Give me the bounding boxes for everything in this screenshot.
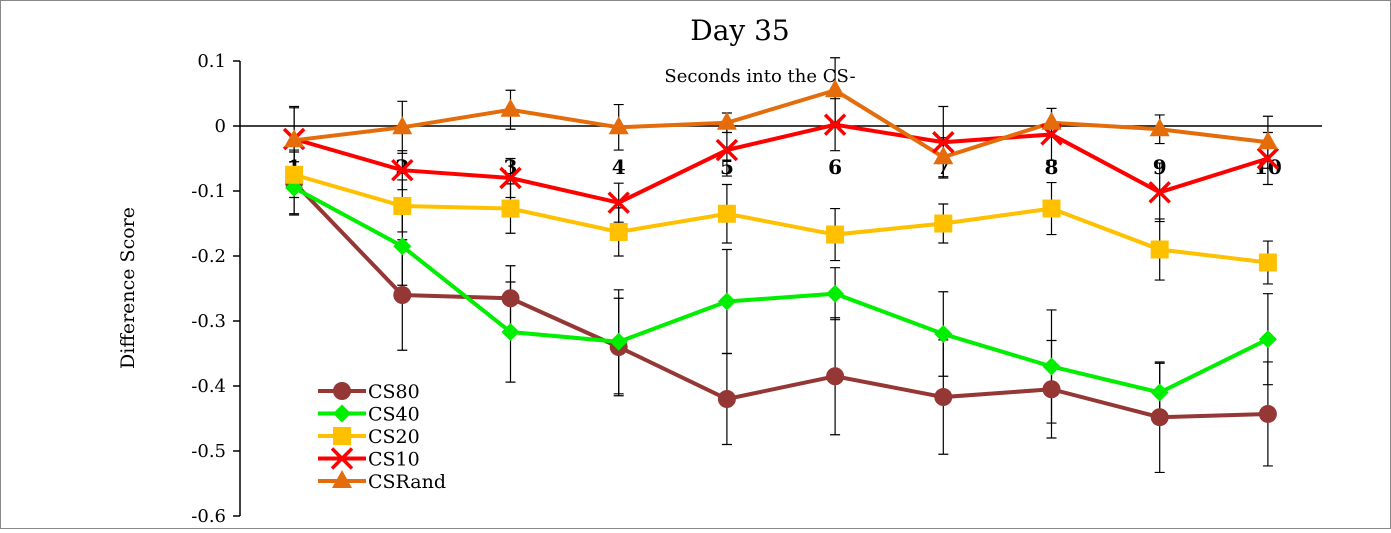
y-tick-label: -0.1 [191,181,226,202]
y-axis-label: Difference Score [117,207,139,369]
legend-marker [332,470,352,488]
data-point [1041,111,1062,130]
legend-marker [333,404,351,423]
data-point [717,390,736,408]
y-tick-label: -0.3 [191,311,226,332]
data-point [823,113,847,136]
x-axis-label: Seconds into the CS- [664,66,855,87]
legend-label: CS80 [368,381,420,403]
data-point [609,332,628,351]
data-point [607,191,630,214]
data-point [716,111,737,130]
data-point [501,323,520,342]
data-point [1150,408,1169,427]
data-point [932,131,955,154]
series-line [293,172,1269,265]
data-point [717,204,736,223]
legend-label: CS20 [368,426,420,448]
data-point [934,325,953,343]
data-point [500,98,521,117]
data-point [1258,330,1277,349]
data-point [826,225,845,244]
series-line [293,122,1269,205]
data-point [934,388,953,407]
data-point [501,289,520,308]
data-point [392,116,413,135]
data-point [934,214,953,233]
y-tick-label: 0 [215,116,226,137]
y-tick-label: -0.2 [191,246,226,267]
data-point [1258,404,1277,423]
data-point [285,165,304,184]
data-point [1148,181,1171,204]
y-tick-label: -0.5 [191,441,226,462]
legend-label: CS10 [368,449,420,471]
data-point [825,79,846,98]
legend-label: CS40 [368,404,420,426]
series-line [293,185,1269,395]
series-line [292,181,1268,420]
data-point [393,286,412,304]
data-point [1150,383,1169,402]
data-point [715,138,739,162]
legend-marker [330,447,354,470]
data-point [1258,253,1277,272]
series-line [293,88,1269,160]
data-point [499,166,522,190]
data-point [391,158,414,182]
chart-title: Day 35 [690,14,790,47]
data-point [501,199,520,218]
data-point [608,116,629,135]
data-point [1256,147,1280,170]
y-tick-label: 0.1 [197,51,226,72]
data-point [717,292,736,311]
legend-label: CSRand [368,471,446,493]
data-point [933,146,954,165]
legend-marker [333,427,351,445]
data-point [826,367,845,386]
data-point [1042,357,1061,376]
data-point [1149,118,1170,137]
y-tick-label: -0.6 [191,506,226,527]
data-point [393,196,412,215]
legend-marker [333,382,351,400]
x-tick-label: 6 [828,155,842,179]
data-point [284,129,305,148]
data-point [1257,131,1278,150]
data-point [1042,380,1061,399]
y-tick-label: -0.4 [191,376,226,397]
data-point [1150,240,1169,259]
x-tick-label: 4 [612,155,626,179]
data-point [609,222,628,241]
data-point [826,284,845,303]
data-point [393,237,412,256]
data-point [1042,199,1061,218]
